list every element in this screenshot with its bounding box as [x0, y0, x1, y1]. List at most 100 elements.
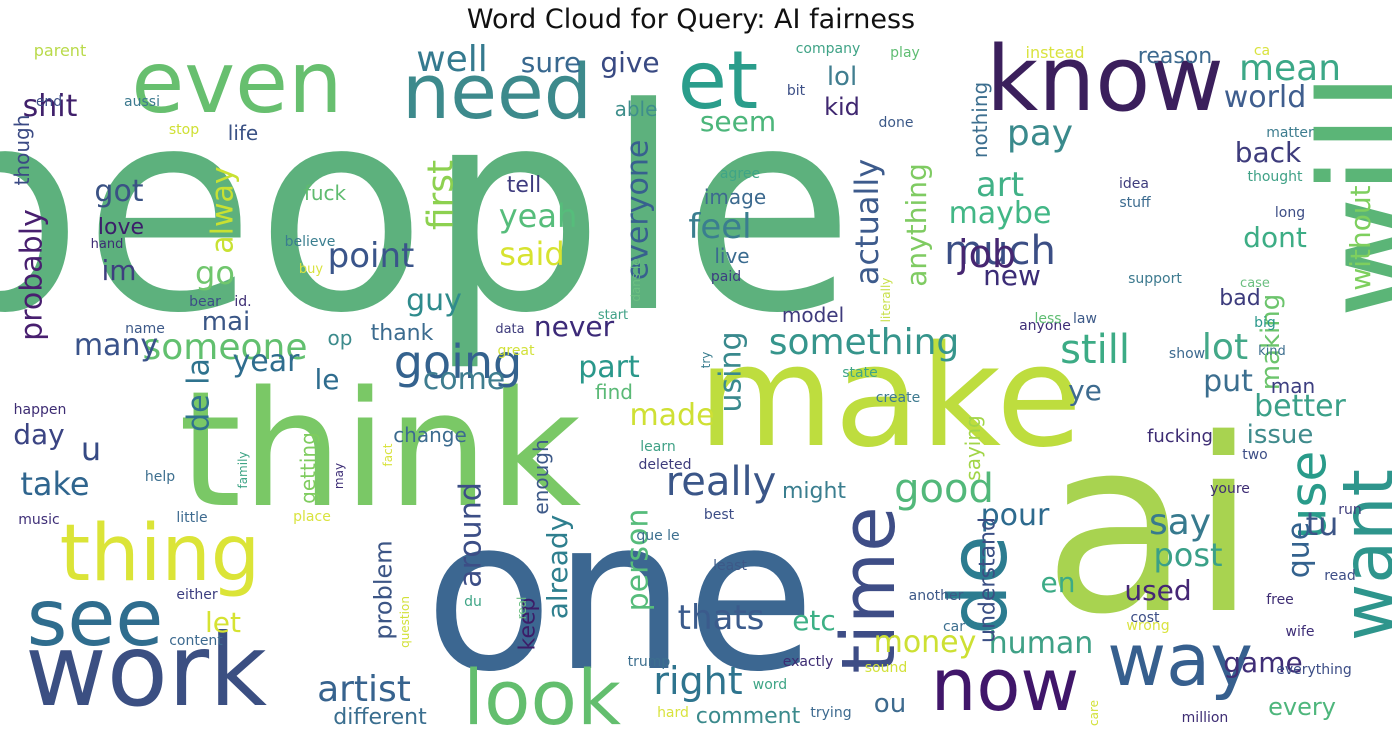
word-en: en [1041, 566, 1076, 599]
word-model: model [782, 303, 844, 327]
word-guy: guy [406, 283, 462, 318]
word-im: im [101, 254, 136, 287]
word-got: got [94, 174, 143, 209]
word-paid: paid [711, 269, 741, 285]
word-literally: literally [879, 278, 893, 323]
word-alway: alway [206, 166, 241, 253]
word-parent: parent [34, 41, 86, 60]
word-used: used [1124, 574, 1191, 607]
word-pour: pour [981, 498, 1050, 533]
word-free: free [1266, 592, 1294, 608]
word-take: take [20, 465, 89, 503]
word-play: play [890, 45, 920, 61]
word-real: real [515, 597, 529, 620]
word-que: que [1282, 522, 1317, 579]
word-man: man [1271, 374, 1315, 398]
word-little: little [176, 510, 207, 526]
word-see: see [27, 574, 164, 664]
word-read: read [1324, 568, 1356, 584]
word-million: million [1182, 710, 1229, 726]
word-really: really [666, 459, 777, 505]
word-may: may [332, 463, 346, 489]
chart-title: Word Cloud for Query: AI fairness [466, 4, 916, 35]
word-hard: hard [657, 705, 689, 721]
word-never: never [534, 310, 615, 343]
word-back: back [1235, 136, 1302, 169]
word-one: one [425, 473, 816, 718]
word-go: go [195, 254, 235, 292]
word-wife: wife [1286, 624, 1315, 640]
word-everything: everything [1276, 662, 1352, 678]
word-exactly: exactly [783, 654, 834, 670]
word-mai: mai [202, 307, 250, 337]
word-might: might [782, 479, 846, 504]
word-work: work [25, 612, 267, 729]
word-agree: agree [720, 166, 760, 182]
word-problem: problem [369, 540, 397, 639]
word-word: word [753, 677, 787, 693]
word-well: well [416, 39, 488, 80]
word-thing: thing [60, 509, 261, 599]
word-data: data [495, 322, 524, 337]
word-life: life [228, 121, 258, 145]
word-run: run [1338, 502, 1362, 518]
word-give: give [600, 46, 659, 79]
word-start: start [598, 308, 628, 323]
word-new: new [983, 259, 1041, 292]
word-made: made [629, 398, 714, 433]
word-law: law [1073, 311, 1097, 327]
word-learn: learn [640, 439, 675, 455]
word-deleted: deleted [639, 457, 692, 473]
word-long: long [1275, 205, 1305, 221]
word-saying: saying [961, 415, 985, 480]
word-artist: artist [317, 669, 411, 710]
word-car: car [943, 619, 965, 635]
word-money: money [874, 625, 977, 660]
word-try: try [699, 352, 713, 369]
word-look: look [463, 653, 621, 742]
word-image: image [704, 185, 766, 209]
word-come: come [423, 362, 506, 397]
word-now: now [931, 643, 1080, 727]
word-getting: getting [296, 432, 320, 504]
word-fuck: fuck [304, 181, 347, 205]
word-kid: kid [824, 93, 860, 121]
word-find: find [595, 380, 633, 404]
word-know: know [986, 27, 1224, 132]
word-love: love [98, 215, 144, 240]
word-case: case [1240, 276, 1270, 291]
word-without: without [1344, 185, 1377, 290]
word-support: support [1128, 271, 1182, 287]
word-lol: lol [827, 62, 857, 92]
word-cost: cost [1130, 610, 1160, 626]
word-dont: dont [1243, 221, 1307, 254]
word-around: around [454, 482, 489, 587]
word-right: right [653, 659, 742, 703]
word-stop: stop [169, 122, 199, 138]
word-du: du [464, 594, 482, 610]
word-something: something [769, 322, 960, 363]
word-u: u [81, 430, 101, 468]
word-though: though [10, 115, 34, 186]
word-id-: id. [234, 294, 251, 310]
word-help: help [145, 469, 175, 485]
word-wrong: wrong [1126, 618, 1169, 634]
word-stuff: stuff [1119, 195, 1151, 211]
word-actually: actually [848, 159, 886, 285]
word-making: making [1256, 294, 1286, 391]
word-kind: kind [1258, 344, 1286, 359]
word-nothing: nothing [968, 82, 992, 158]
word-care: care [1087, 700, 1101, 726]
word-happen: happen [14, 402, 67, 418]
word-already: already [541, 515, 574, 620]
word-use: use [1280, 451, 1338, 540]
word-great: great [497, 343, 535, 359]
word-person: person [621, 509, 656, 612]
word-live: live [714, 244, 749, 268]
word-able: able [615, 97, 658, 121]
word-company: company [796, 41, 861, 57]
word-let: let [205, 606, 241, 639]
word-less: less [1034, 311, 1061, 327]
word-sure: sure [521, 46, 581, 79]
